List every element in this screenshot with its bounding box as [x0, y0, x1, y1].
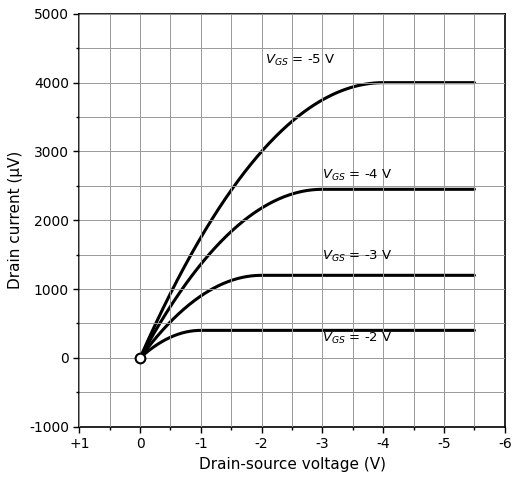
Text: $\mathit{V}_{GS}$ = -5 V: $\mathit{V}_{GS}$ = -5 V: [265, 53, 335, 68]
Y-axis label: Drain current (μV): Drain current (μV): [8, 151, 23, 289]
Text: $\mathit{V}_{GS}$ = -4 V: $\mathit{V}_{GS}$ = -4 V: [322, 168, 393, 183]
X-axis label: Drain-source voltage (V): Drain-source voltage (V): [199, 456, 385, 472]
Text: $\mathit{V}_{GS}$ = -2 V: $\mathit{V}_{GS}$ = -2 V: [322, 331, 393, 346]
Text: $\mathit{V}_{GS}$ = -3 V: $\mathit{V}_{GS}$ = -3 V: [322, 249, 393, 264]
